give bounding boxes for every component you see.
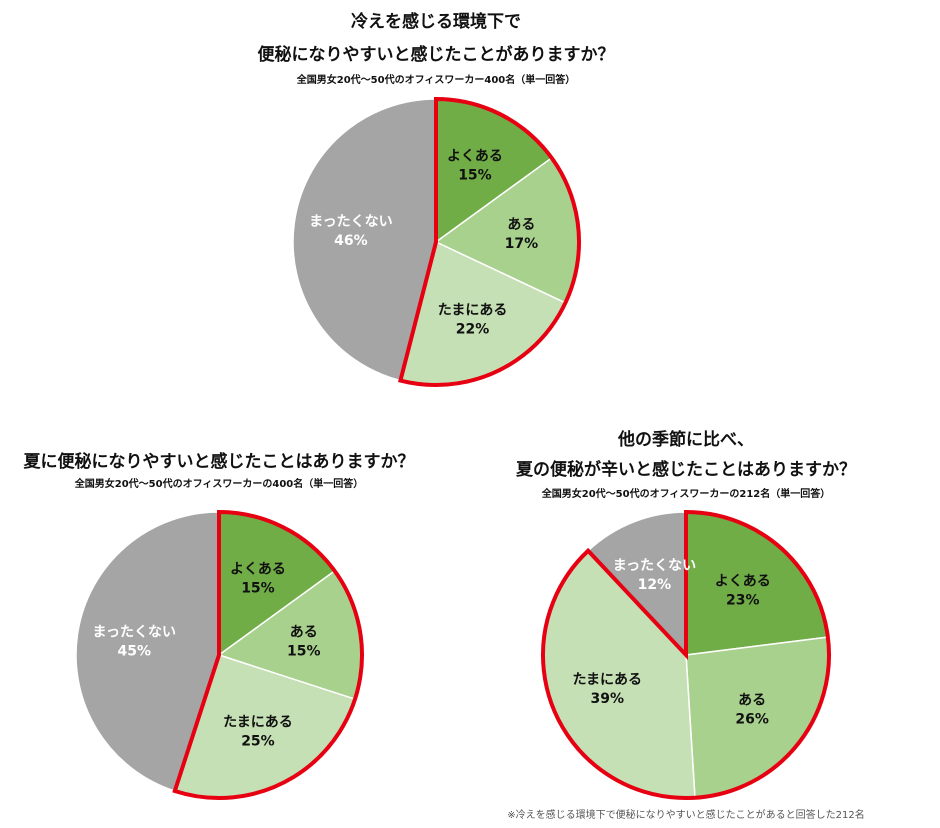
slice-value-label: 15% [241, 581, 275, 597]
slice-label: まったくない [93, 625, 176, 641]
slice-value-label: 39% [590, 691, 624, 707]
slice-label: たまにある [223, 714, 293, 730]
highlight-outline [541, 509, 831, 800]
slice-value-label: 46% [334, 233, 368, 249]
slice-label: たまにある [438, 303, 508, 319]
slice-value-label: 12% [638, 577, 672, 593]
highlight-outline [398, 96, 581, 387]
pie-slice [587, 511, 687, 657]
chart-subtitle: 全国男女20代～50代のオフィスワーカーの212名（単一回答） [541, 487, 831, 500]
slice-label: まったくない [613, 558, 696, 574]
slice-value-label: 23% [726, 593, 760, 609]
chart-title: 夏の便秘が辛いと感じたことはありますか？ [516, 459, 856, 480]
chart-title: 夏に便秘になりやすいと感じたことはありますか？ [24, 451, 415, 472]
slice-label: よくある [715, 574, 771, 590]
pie-slice [292, 98, 437, 382]
footnote: ※冷えを感じる環境下で便秘になりやすいと感じたことがあると回答した212名 [507, 808, 864, 821]
slice-value-label: 15% [458, 168, 492, 184]
slice-value-label: 26% [735, 712, 769, 728]
slice-value-label: 25% [241, 733, 275, 749]
slice-value-label: 15% [287, 644, 321, 660]
slice-label: ある [290, 625, 318, 641]
slice-label: まったくない [309, 214, 392, 230]
chart-title: 他の季節に比べ、 [617, 429, 754, 450]
slice-label: たまにある [572, 672, 642, 688]
slice-value-label: 45% [117, 644, 151, 660]
slice-label: ある [738, 693, 766, 709]
slice-label: ある [507, 217, 535, 233]
highlight-outline [172, 509, 364, 800]
slice-value-label: 17% [505, 236, 539, 252]
slice-value-label: 22% [456, 322, 490, 338]
chart-title: 便秘になりやすいと感じたことがありますか？ [258, 44, 615, 65]
chart-subtitle: 全国男女20代～50代のオフィスワーカー400名（単一回答） [296, 73, 576, 86]
chart-subtitle: 全国男女20代～50代のオフィスワーカーの400名（単一回答） [74, 477, 364, 490]
pie-slice [75, 511, 220, 792]
slice-label: よくある [230, 562, 286, 578]
slice-label: よくある [447, 149, 503, 165]
chart-title: 冷えを感じる環境下で [351, 11, 521, 32]
